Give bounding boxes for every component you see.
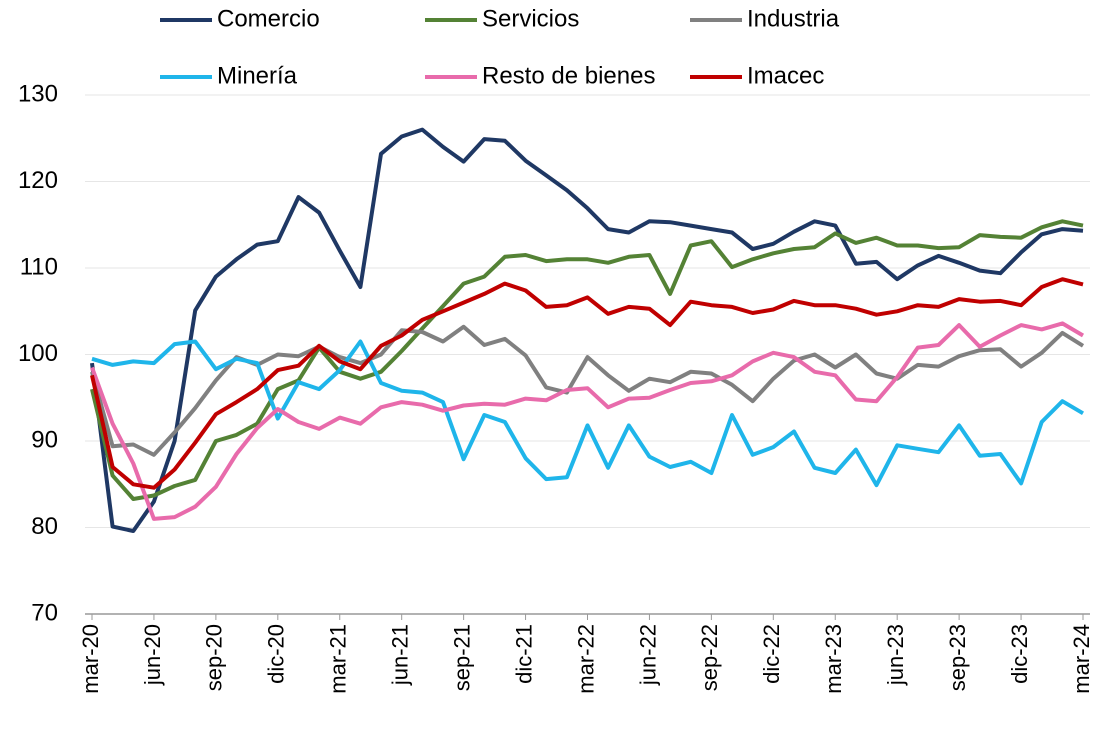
legend-label: Comercio — [217, 5, 320, 32]
legend-label: Imacec — [747, 62, 824, 89]
x-tick-label: dic-20 — [264, 624, 289, 684]
y-tick-label: 90 — [31, 426, 58, 453]
x-tick-label: mar-22 — [573, 624, 598, 694]
y-tick-label: 80 — [31, 513, 58, 540]
x-tick-label: dic-21 — [511, 624, 536, 684]
x-tick-label: jun-22 — [635, 624, 660, 686]
line-series — [91, 339, 1085, 488]
x-tick-label: dic-23 — [1007, 624, 1032, 684]
x-tick-label: dic-22 — [759, 624, 784, 684]
y-tick-label: 70 — [31, 599, 58, 626]
legend-label: Industria — [747, 5, 840, 32]
x-tick-label: sep-20 — [202, 624, 227, 691]
x-tick-label: mar-23 — [821, 624, 846, 694]
x-tick-label: sep-21 — [449, 624, 474, 691]
line-series — [90, 127, 1084, 533]
line-series — [90, 277, 1084, 490]
x-tick-label: sep-22 — [697, 624, 722, 691]
line-series — [90, 219, 1084, 501]
x-tick-label: mar-20 — [78, 624, 103, 694]
x-tick-label: sep-23 — [945, 624, 970, 691]
x-tick-label: jun-20 — [140, 624, 165, 686]
x-tick-label: jun-21 — [388, 624, 413, 686]
legend-label: Servicios — [482, 5, 579, 32]
y-tick-label: 130 — [18, 80, 58, 107]
line-series — [90, 321, 1085, 521]
y-tick-label: 100 — [18, 340, 58, 367]
x-tick-label: jun-23 — [883, 624, 908, 686]
x-tick-label: mar-21 — [326, 624, 351, 694]
y-tick-label: 120 — [18, 167, 58, 194]
x-tick-label: mar-24 — [1069, 624, 1094, 694]
legend-label: Minería — [217, 62, 298, 89]
y-tick-label: 110 — [20, 253, 58, 280]
legend-label: Resto de bienes — [482, 62, 655, 89]
